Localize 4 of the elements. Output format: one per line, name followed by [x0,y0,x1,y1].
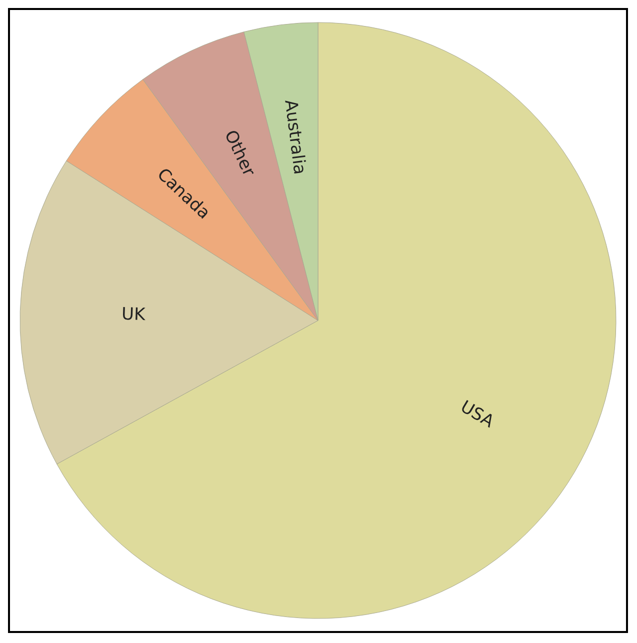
slice-label: USA [456,396,498,432]
slice-label: Other [220,127,259,180]
slice-label: UK [121,304,146,326]
slice-label: Australia [280,98,310,176]
